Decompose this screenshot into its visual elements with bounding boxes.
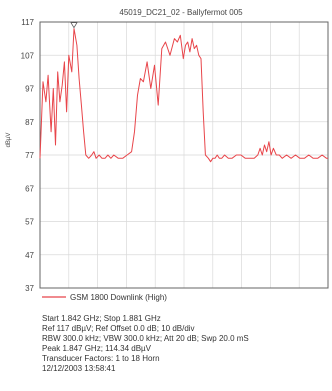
info-ref: Ref 117 dBµV; Ref Offset 0.0 dB; 10 dB/d… <box>42 324 195 333</box>
y-tick-label: 117 <box>21 18 34 27</box>
y-tick-label: 67 <box>25 184 34 193</box>
y-tick-labels: 117 107 97 87 77 67 57 47 37 <box>21 18 35 293</box>
y-tick-label: 37 <box>25 284 34 293</box>
series-layer <box>39 28 328 163</box>
info-peak: Peak 1.847 GHz; 114.34 dBµV <box>42 344 151 353</box>
y-tick-label: 97 <box>25 85 34 94</box>
peak-marker-icon <box>70 22 78 29</box>
info-timestamp: 12/12/2003 13:58:41 <box>42 364 116 373</box>
chart-title: 45019_DC21_02 - Ballyfermot 005 <box>119 8 243 17</box>
y-axis-label: dBµV <box>6 133 12 148</box>
y-tick-label: 77 <box>25 151 34 160</box>
y-tick-label: 87 <box>25 118 34 127</box>
info-transducer: Transducer Factors: 1 to 18 Horn <box>42 354 160 363</box>
legend-label: GSM 1800 Downlink (High) <box>70 293 167 302</box>
y-tick-label: 47 <box>25 251 34 260</box>
info-bandwidth: RBW 300.0 kHz; VBW 300.0 kHz; Att 20 dB;… <box>42 334 249 343</box>
y-tick-label: 107 <box>21 51 35 60</box>
info-start-stop: Start 1.842 GHz; Stop 1.881 GHz <box>42 314 161 323</box>
series-line <box>39 28 328 163</box>
grid <box>40 21 328 289</box>
peak-marker <box>70 22 78 29</box>
y-tick-label: 57 <box>25 218 34 227</box>
